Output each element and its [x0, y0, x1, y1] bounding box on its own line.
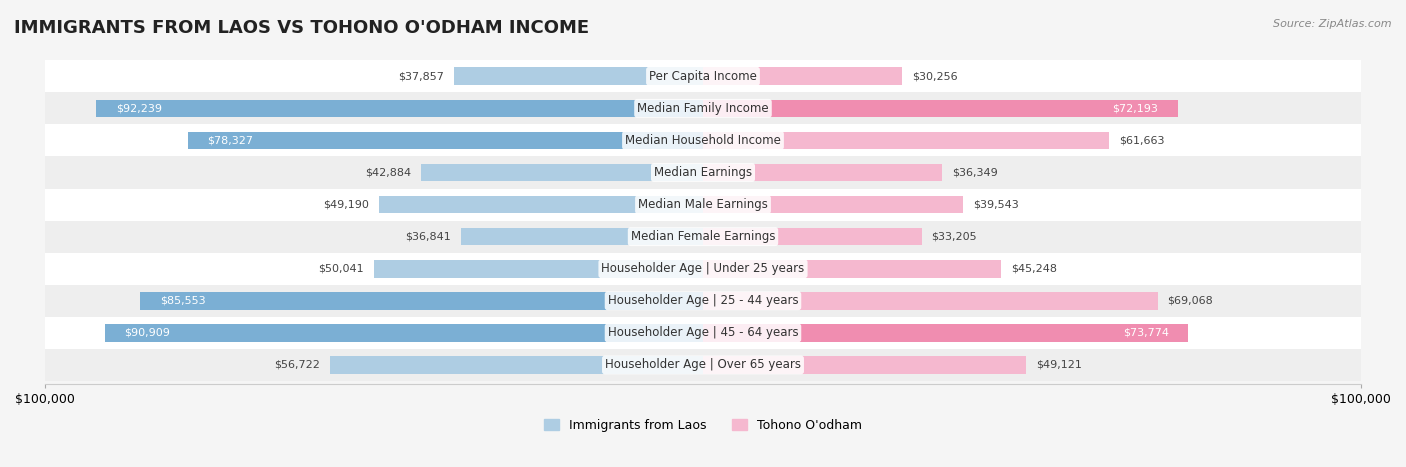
Bar: [703, 228, 921, 246]
Text: Householder Age | 45 - 64 years: Householder Age | 45 - 64 years: [607, 326, 799, 340]
Text: Median Household Income: Median Household Income: [626, 134, 780, 147]
Text: Median Family Income: Median Family Income: [637, 102, 769, 115]
Bar: [703, 132, 1109, 149]
Bar: [703, 292, 1157, 310]
Bar: [703, 260, 1001, 277]
Legend: Immigrants from Laos, Tohono O'odham: Immigrants from Laos, Tohono O'odham: [540, 414, 866, 437]
Bar: [45, 220, 1361, 253]
Bar: [380, 196, 703, 213]
Bar: [703, 324, 1188, 342]
Text: $33,205: $33,205: [931, 232, 977, 241]
Text: Householder Age | Over 65 years: Householder Age | Over 65 years: [605, 359, 801, 371]
Text: Median Earnings: Median Earnings: [654, 166, 752, 179]
Bar: [45, 60, 1361, 92]
Text: $37,857: $37,857: [398, 71, 444, 81]
Text: $85,553: $85,553: [160, 296, 205, 306]
Text: $78,327: $78,327: [207, 135, 253, 145]
Bar: [45, 92, 1361, 124]
Text: Per Capita Income: Per Capita Income: [650, 70, 756, 83]
Text: $36,841: $36,841: [405, 232, 451, 241]
Text: $69,068: $69,068: [1167, 296, 1213, 306]
Bar: [703, 99, 1178, 117]
Text: Median Male Earnings: Median Male Earnings: [638, 198, 768, 211]
Bar: [703, 356, 1026, 374]
Text: $56,722: $56,722: [274, 360, 319, 370]
Text: Source: ZipAtlas.com: Source: ZipAtlas.com: [1274, 19, 1392, 28]
Text: Householder Age | 25 - 44 years: Householder Age | 25 - 44 years: [607, 294, 799, 307]
Bar: [141, 292, 703, 310]
Text: $49,190: $49,190: [323, 199, 370, 210]
Bar: [45, 253, 1361, 285]
Bar: [45, 285, 1361, 317]
Text: $90,909: $90,909: [125, 328, 170, 338]
Bar: [45, 189, 1361, 220]
Bar: [96, 99, 703, 117]
Bar: [703, 163, 942, 181]
Bar: [105, 324, 703, 342]
Text: IMMIGRANTS FROM LAOS VS TOHONO O'ODHAM INCOME: IMMIGRANTS FROM LAOS VS TOHONO O'ODHAM I…: [14, 19, 589, 37]
Text: Householder Age | Under 25 years: Householder Age | Under 25 years: [602, 262, 804, 275]
Text: $36,349: $36,349: [952, 168, 998, 177]
Text: $61,663: $61,663: [1119, 135, 1164, 145]
Text: $92,239: $92,239: [115, 103, 162, 113]
Text: $30,256: $30,256: [912, 71, 957, 81]
Bar: [45, 349, 1361, 381]
Text: $42,884: $42,884: [364, 168, 411, 177]
Text: $72,193: $72,193: [1112, 103, 1159, 113]
Bar: [461, 228, 703, 246]
Bar: [703, 67, 903, 85]
Bar: [374, 260, 703, 277]
Text: $50,041: $50,041: [318, 264, 364, 274]
Bar: [703, 196, 963, 213]
Text: Median Female Earnings: Median Female Earnings: [631, 230, 775, 243]
Text: $39,543: $39,543: [973, 199, 1019, 210]
Bar: [45, 317, 1361, 349]
Bar: [187, 132, 703, 149]
Bar: [330, 356, 703, 374]
Text: $45,248: $45,248: [1011, 264, 1057, 274]
Text: $73,774: $73,774: [1123, 328, 1168, 338]
Bar: [45, 124, 1361, 156]
Bar: [45, 156, 1361, 189]
Text: $49,121: $49,121: [1036, 360, 1083, 370]
Bar: [420, 163, 703, 181]
Bar: [454, 67, 703, 85]
